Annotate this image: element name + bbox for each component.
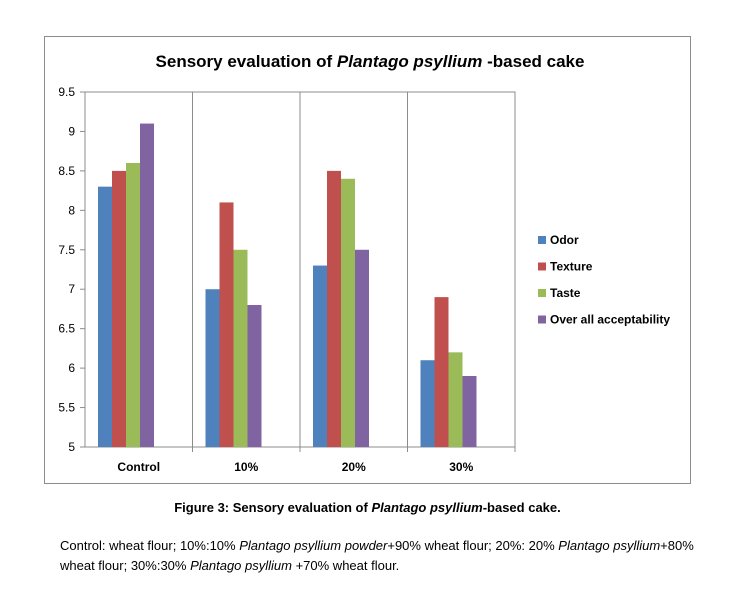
bar-taste — [448, 352, 463, 447]
footnote-text-2: +90% wheat flour; 20%: 20% — [387, 538, 559, 553]
chart-title-part: Sensory evaluation of — [156, 52, 337, 71]
y-tick-label: 8 — [68, 203, 75, 217]
footnote-italic-3: Plantago psyllium — [190, 558, 292, 573]
y-tick-label: 7.5 — [58, 243, 75, 257]
bar-texture — [434, 297, 449, 447]
y-tick-label: 5 — [68, 440, 75, 454]
bar-texture — [219, 202, 234, 447]
bar-texture — [327, 170, 341, 447]
legend-label: Over all acceptability — [550, 313, 670, 327]
footnote-italic-2: Plantago psyllium — [558, 538, 661, 553]
legend-swatch — [538, 315, 546, 324]
legend-label: Odor — [550, 233, 579, 247]
chart-frame: Sensory evaluation of Plantago psyllium … — [44, 36, 691, 484]
chart-title-part: Plantago psyllium — [337, 52, 482, 71]
y-tick-label: 8.5 — [58, 164, 75, 178]
legend-swatch — [538, 236, 546, 244]
x-tick-label: 30% — [449, 460, 473, 474]
legend-label: Taste — [550, 286, 581, 300]
x-tick-label: 20% — [342, 460, 366, 474]
footnote-text-4: +70% wheat flour. — [291, 558, 400, 573]
bar-taste — [233, 249, 248, 447]
bar-texture — [112, 170, 126, 447]
bar-over-all-acceptability — [140, 123, 154, 448]
bar-odor — [205, 289, 220, 447]
y-tick-label: 9.5 — [58, 85, 75, 99]
y-tick-label: 6 — [68, 361, 75, 375]
chart-title-part: -based cake — [482, 52, 584, 71]
bar-over-all-acceptability — [247, 305, 262, 447]
x-tick-label: 10% — [234, 460, 258, 474]
bar-odor — [98, 186, 112, 447]
chart-svg: Sensory evaluation of Plantago psyllium … — [58, 52, 670, 474]
y-tick-label: 9 — [68, 124, 75, 138]
x-tick-label: Control — [117, 460, 160, 474]
caption-suffix: -based cake. — [482, 500, 561, 515]
chart-title: Sensory evaluation of Plantago psyllium … — [156, 52, 585, 71]
y-tick-label: 6.5 — [58, 322, 75, 336]
y-tick-label: 5.5 — [58, 401, 75, 415]
caption-italic: Plantago psyllium — [371, 500, 483, 515]
bar-over-all-acceptability — [355, 249, 369, 447]
bar-taste — [126, 163, 140, 447]
footnote-text-3: +80% wheat flour; 30%:30% — [60, 538, 694, 573]
figure-footnote: Control: wheat flour; 10%:10% Plantago p… — [60, 536, 710, 576]
footnote-italic-1: Plantago psyllium powder — [239, 538, 388, 553]
footnote-text-1: Control: wheat flour; 10%:10% — [60, 538, 240, 553]
legend-swatch — [538, 289, 546, 297]
y-tick-label: 7 — [68, 282, 75, 296]
bar-odor — [313, 265, 327, 447]
caption-prefix: Figure 3: Sensory evaluation of — [174, 500, 372, 515]
legend-swatch — [538, 262, 546, 271]
figure-caption: Figure 3: Sensory evaluation of Plantago… — [0, 500, 735, 515]
bar-over-all-acceptability — [462, 376, 477, 447]
legend-label: Texture — [550, 260, 593, 274]
bar-odor — [420, 360, 435, 447]
bar-taste — [341, 178, 355, 447]
